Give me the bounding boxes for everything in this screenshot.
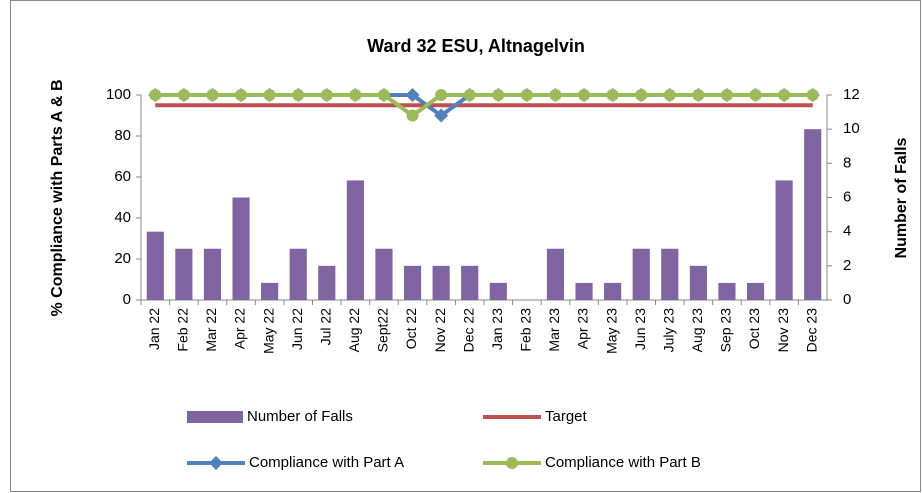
y2-tick-label: 0: [843, 291, 851, 308]
x-tick-label: Feb 23: [518, 308, 534, 352]
bar: [632, 248, 650, 300]
legend-marker: [506, 457, 518, 469]
legend-swatch: [187, 411, 243, 423]
x-tick-label: Sept22: [375, 308, 391, 353]
x-tick-label: Dec 23: [803, 308, 819, 353]
y2-tick-label: 12: [843, 86, 860, 103]
x-tick-label: Apr 22: [232, 308, 248, 349]
x-tick-label: May 23: [603, 308, 619, 354]
marker: [692, 89, 705, 101]
x-tick-label: Nov 23: [775, 308, 791, 353]
bar: [775, 180, 793, 300]
x-tick-label: Oct 23: [746, 308, 762, 349]
bar: [318, 265, 336, 300]
y2-tick-label: 2: [843, 257, 851, 274]
y-tick-label: 20: [114, 250, 131, 267]
x-tick-label: Mar 22: [203, 308, 219, 352]
marker: [749, 89, 762, 101]
bar: [346, 180, 364, 300]
marker: [635, 89, 648, 101]
bar: [661, 248, 679, 300]
y2-axis-title: Number of Falls: [893, 137, 910, 258]
marker: [206, 89, 219, 101]
y-tick-label: 80: [114, 127, 131, 144]
x-tick-label: Nov 22: [432, 308, 448, 353]
x-tick-label: Aug 22: [346, 308, 362, 353]
y-tick-label: 40: [114, 209, 131, 226]
marker: [406, 109, 419, 122]
marker: [235, 89, 248, 101]
legend-label: Number of Falls: [247, 408, 353, 425]
y-tick-label: 0: [123, 291, 131, 308]
chart-title: Ward 32 ESU, Altnagelvin: [367, 36, 585, 56]
bar: [232, 197, 250, 300]
marker: [463, 89, 476, 101]
marker: [663, 89, 676, 101]
marker: [349, 89, 362, 101]
marker: [377, 89, 390, 101]
bar: [146, 231, 164, 300]
bar: [203, 248, 222, 300]
x-tick-label: Jun 22: [289, 308, 305, 350]
y2-tick-label: 6: [843, 188, 851, 205]
x-tick-label: Jan 23: [489, 308, 505, 350]
bar: [746, 282, 765, 300]
marker: [492, 89, 505, 101]
marker: [320, 89, 333, 101]
x-tick-label: July 23: [660, 308, 676, 353]
x-tick-label: Aug 23: [689, 308, 705, 353]
x-tick-label: Apr 23: [575, 308, 591, 349]
legend-label: Compliance with Part A: [249, 454, 404, 471]
y-axis-title: % Compliance with Parts A & B: [49, 79, 66, 316]
x-tick-label: Jan 22: [146, 308, 162, 350]
x-tick-label: Jul 22: [317, 308, 333, 346]
legend-label: Target: [545, 408, 588, 425]
x-tick-label: Dec 22: [460, 308, 476, 353]
bar: [689, 265, 707, 300]
marker: [778, 89, 791, 101]
marker: [606, 89, 619, 101]
x-tick-label: Mar 23: [546, 308, 562, 352]
marker: [177, 89, 190, 101]
bar: [489, 282, 507, 300]
bar: [546, 248, 565, 300]
y2-tick-label: 10: [843, 120, 860, 137]
marker: [720, 89, 733, 101]
marker: [434, 108, 449, 123]
bar: [403, 265, 422, 300]
y2-tick-label: 8: [843, 154, 851, 171]
bar: [575, 282, 593, 300]
x-tick-label: Sep 23: [718, 308, 734, 353]
bar: [175, 248, 193, 300]
y-tick-label: 100: [106, 86, 131, 103]
bar: [432, 265, 450, 300]
marker: [578, 89, 591, 101]
bar: [461, 265, 479, 300]
x-tick-label: Oct 22: [403, 308, 419, 349]
legend-label: Compliance with Part B: [545, 454, 701, 471]
x-tick-label: Feb 22: [175, 308, 191, 352]
marker: [806, 89, 819, 101]
y2-tick-label: 4: [843, 223, 851, 240]
y-tick-label: 60: [114, 168, 131, 185]
marker: [520, 89, 533, 101]
bar: [718, 282, 736, 300]
bar: [261, 282, 279, 300]
legend-marker: [209, 456, 223, 470]
marker: [149, 89, 162, 101]
bar: [604, 282, 622, 300]
marker: [263, 89, 276, 101]
bar: [375, 248, 393, 300]
bar: [289, 248, 307, 300]
x-tick-label: Jun 23: [632, 308, 648, 350]
marker: [549, 89, 562, 101]
marker: [435, 89, 448, 101]
x-tick-label: May 22: [260, 308, 276, 354]
bar: [804, 129, 822, 300]
marker: [405, 88, 420, 102]
marker: [292, 89, 305, 101]
